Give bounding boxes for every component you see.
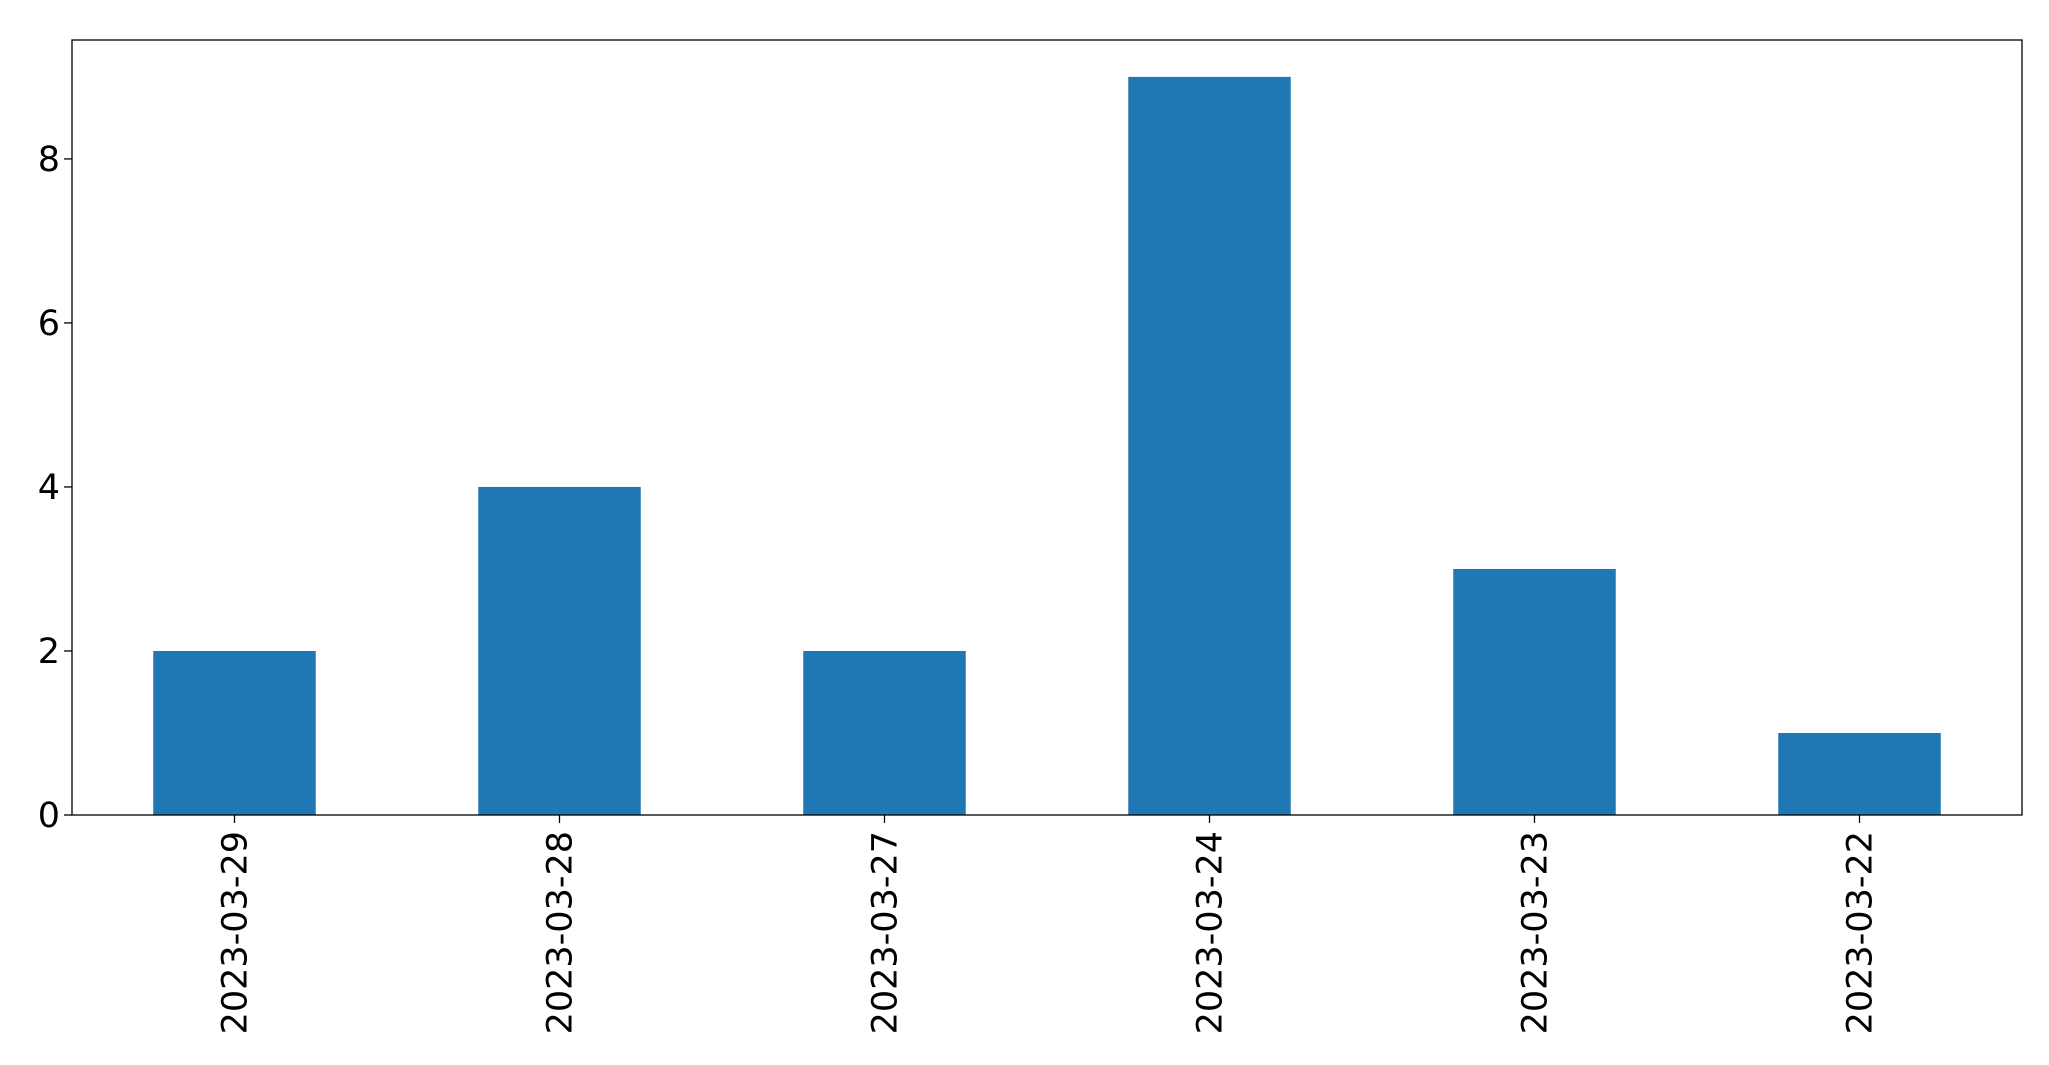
x-tick-label: 2023-03-23: [1516, 831, 1556, 1034]
y-axis: 0 2 4 6 8: [38, 140, 72, 836]
bar-2023-03-22: [1778, 732, 1941, 815]
y-tick-label: 2: [38, 632, 60, 672]
bars-layer: [153, 76, 1941, 815]
bar-2023-03-28: [478, 486, 641, 815]
y-tick-label: 0: [38, 796, 60, 836]
bar-2023-03-23: [1453, 568, 1616, 815]
x-axis: 2023-03-29 2023-03-28 2023-03-27 2023-03-24…: [216, 815, 1881, 1034]
y-tick-label: 4: [38, 468, 60, 508]
bar-2023-03-24: [1128, 76, 1291, 815]
x-tick-label: 2023-03-29: [216, 831, 256, 1034]
bar-2023-03-27: [803, 650, 966, 815]
bar-2023-03-29: [153, 650, 316, 815]
x-tick-label: 2023-03-24: [1191, 831, 1231, 1034]
x-tick-label: 2023-03-27: [866, 831, 906, 1034]
y-tick-label: 6: [38, 304, 60, 344]
x-tick-label: 2023-03-28: [541, 831, 581, 1034]
x-tick-label: 2023-03-22: [1841, 831, 1881, 1034]
y-tick-label: 8: [38, 140, 60, 180]
plot-frame: [71, 39, 2023, 816]
